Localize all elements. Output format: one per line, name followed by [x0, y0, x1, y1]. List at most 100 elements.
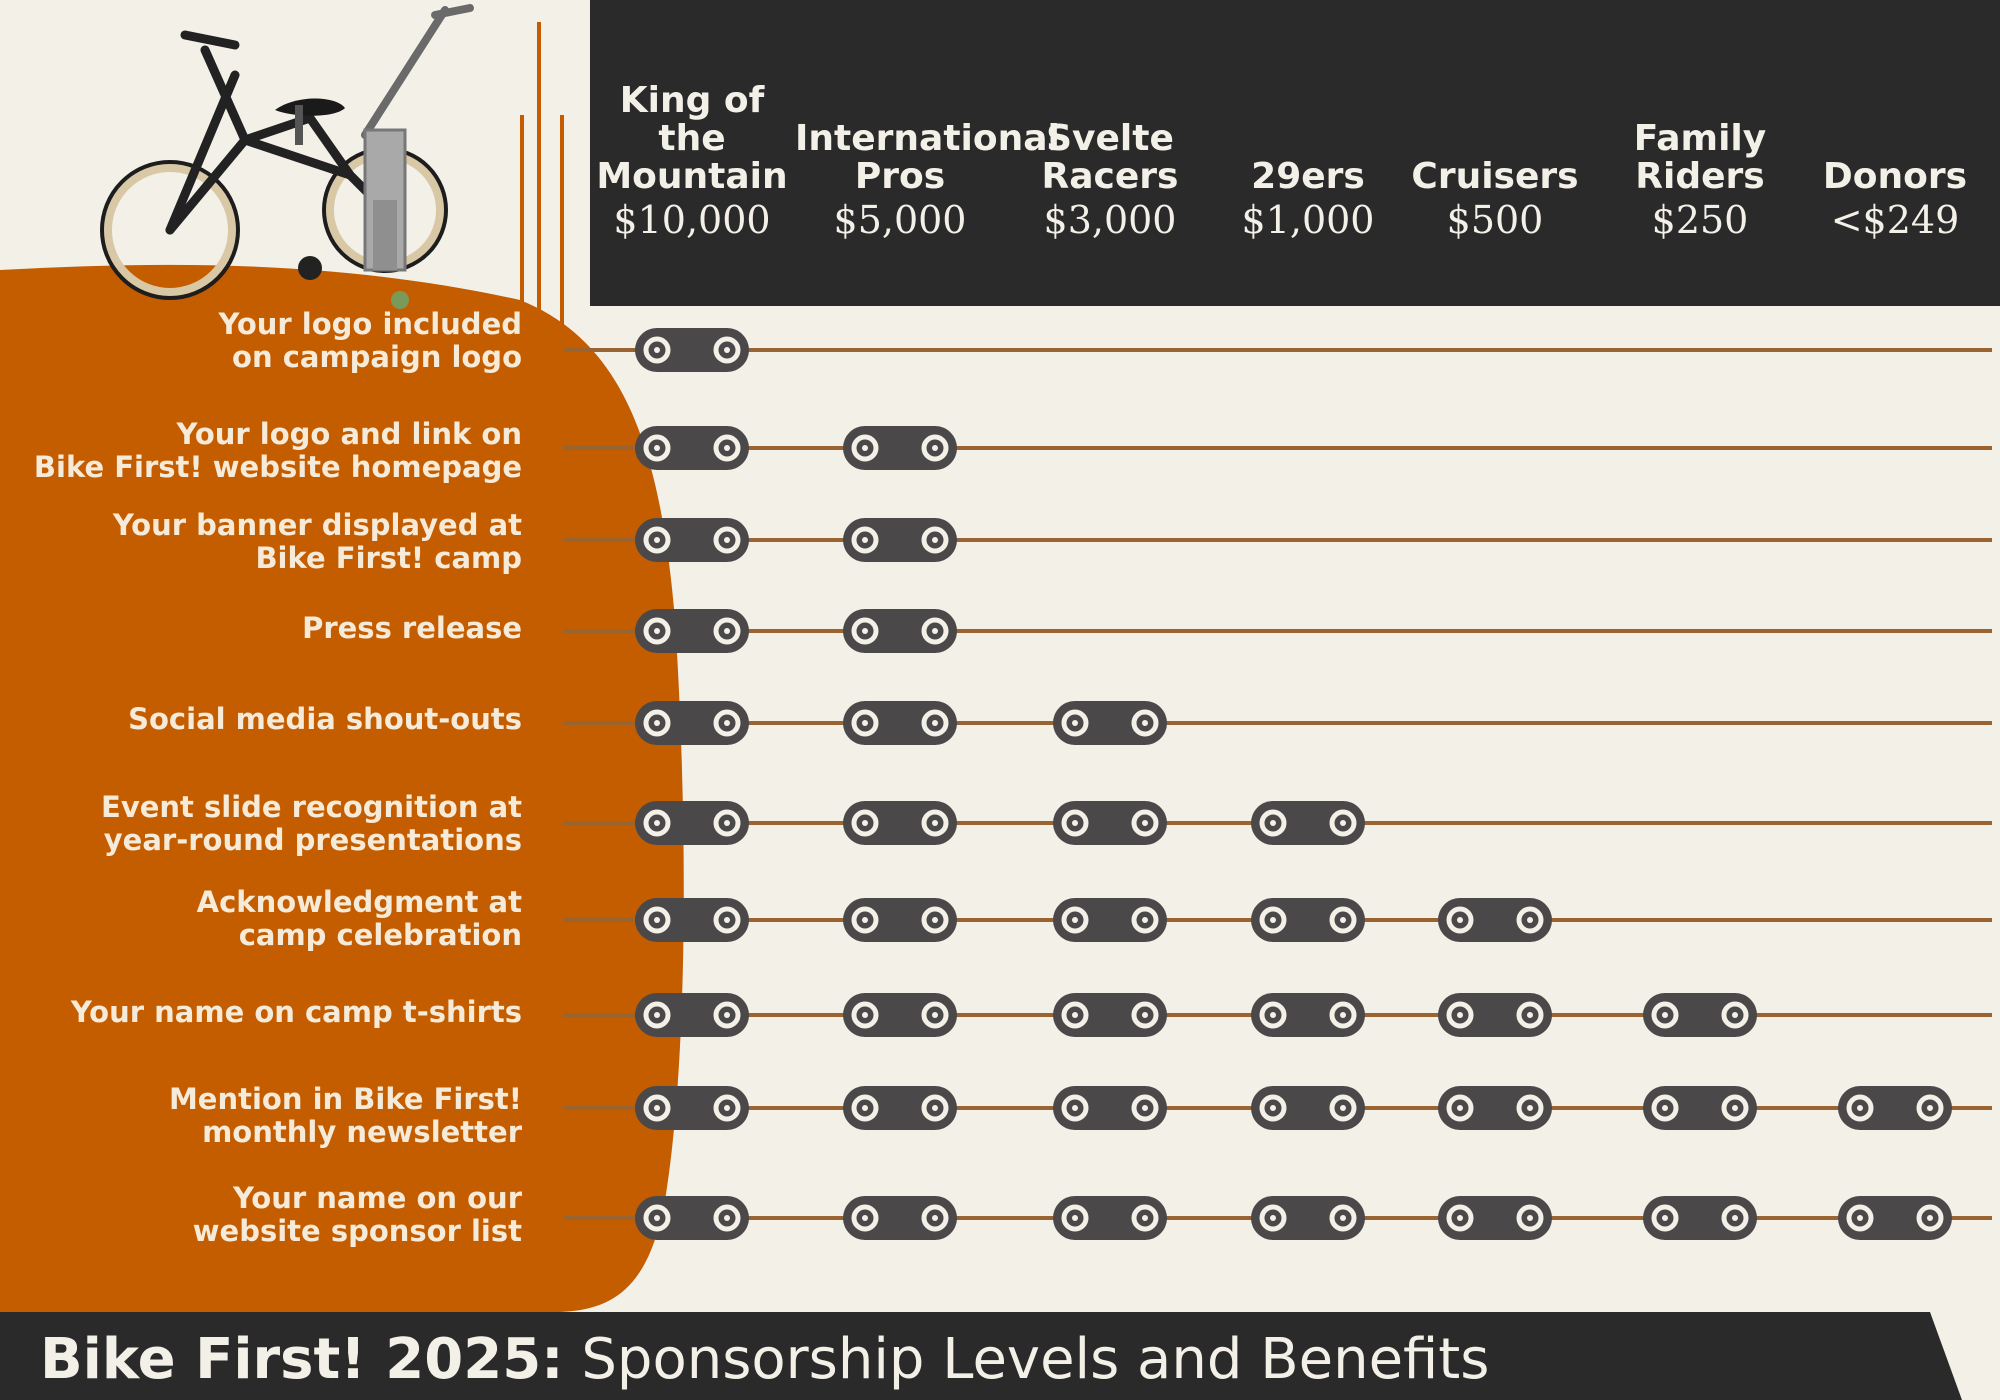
chain-link-icon	[1053, 1196, 1167, 1240]
chain-link-icon	[1053, 801, 1167, 845]
benefit-label-line: Bike First! camp	[255, 541, 522, 575]
chain-link-icon	[1251, 898, 1365, 942]
chain-link-icon	[1438, 1086, 1552, 1130]
benefit-label-line: Your name on camp t-shirts	[70, 995, 522, 1029]
tier-name-line: Svelte	[1046, 118, 1174, 159]
chain-link-icon	[843, 701, 957, 745]
chain-link-icon	[635, 701, 749, 745]
benefit-label: Your logo and link on Bike First! website…	[10, 418, 522, 484]
chain-link-icon	[1643, 993, 1757, 1037]
tier-name-line: Racers	[1041, 156, 1179, 197]
page-title-bold: Bike First! 2025:	[40, 1327, 564, 1392]
chain-link-icon	[1053, 898, 1167, 942]
benefit-label: Mention in Bike First! monthly newsletter	[10, 1083, 522, 1149]
tier-name-line: the	[658, 118, 726, 159]
chain-link-icon	[635, 801, 749, 845]
benefit-label: Social media shout-outs	[10, 703, 522, 736]
chain-link-icon	[1438, 1196, 1552, 1240]
chain-link-icon	[1053, 993, 1167, 1037]
benefit-label-line: monthly newsletter	[202, 1115, 522, 1149]
tier-name-line: King of	[619, 80, 765, 121]
tier-name: Cruisers	[1390, 158, 1600, 196]
chain-link-icon	[635, 1196, 749, 1240]
tier-name-line: Riders	[1635, 156, 1765, 197]
benefit-label: Your name on camp t-shirts	[10, 996, 522, 1029]
tier-name: 29ers	[1203, 158, 1413, 196]
chain-link-icon	[635, 993, 749, 1037]
tier-price: $1,000	[1241, 198, 1375, 242]
tier-column: Cruisers $500	[1390, 60, 1600, 300]
tier-name-line: Donors	[1822, 156, 1968, 197]
chain-link-icon	[635, 426, 749, 470]
chain-link-icon	[1251, 993, 1365, 1037]
tier-price: $250	[1651, 198, 1749, 242]
tier-name: Family Riders	[1595, 120, 1805, 196]
benefit-label-line: Bike First! website homepage	[33, 450, 522, 484]
benefit-label: Your name on our website sponsor list	[10, 1182, 522, 1248]
tier-name: Donors	[1790, 158, 2000, 196]
tier-header	[590, 0, 2000, 306]
chain-link-icon	[843, 801, 957, 845]
chain-link-icon	[843, 898, 957, 942]
benefit-label-line: year-round presentations	[103, 823, 522, 857]
chain-link-icon	[635, 609, 749, 653]
chain-link-icon	[1251, 801, 1365, 845]
benefit-label-line: Your logo included	[218, 307, 523, 341]
bicycle-icon	[100, 4, 474, 309]
chain-link-icon	[1438, 898, 1552, 942]
chain-link-icon	[635, 328, 749, 372]
tier-column: Svelte Racers $3,000	[1005, 60, 1215, 300]
chain-link-icon	[635, 1086, 749, 1130]
tier-name: Svelte Racers	[1005, 120, 1215, 196]
chain-link-icon	[843, 1196, 957, 1240]
decorative-rules	[520, 22, 564, 330]
tier-name-line: Cruisers	[1411, 156, 1579, 197]
chain-link-icon	[843, 426, 957, 470]
chain-link-icon	[1643, 1086, 1757, 1130]
tier-name-line: Family	[1633, 118, 1767, 159]
benefit-label: Acknowledgment at camp celebration	[10, 886, 522, 952]
tier-column: Family Riders $250	[1595, 60, 1805, 300]
chain-link-icon	[1838, 1086, 1952, 1130]
tier-column: 29ers $1,000	[1203, 60, 1413, 300]
tier-name: King of the Mountain	[587, 82, 797, 196]
chain-link-icon	[1438, 993, 1552, 1037]
tier-column: King of the Mountain $10,000	[587, 60, 797, 300]
chain-link-icon	[1053, 701, 1167, 745]
tier-price: $10,000	[613, 198, 771, 242]
chain-link-icon	[635, 898, 749, 942]
chain-link-icon	[1838, 1196, 1952, 1240]
benefit-label-line: Mention in Bike First!	[168, 1082, 522, 1116]
chain-link-icon	[843, 518, 957, 562]
page-title: Bike First! 2025: Sponsorship Levels and…	[40, 1328, 1489, 1392]
chain-link-icon	[843, 993, 957, 1037]
benefit-label-line: Press release	[302, 611, 522, 645]
chain-link-icon	[1251, 1196, 1365, 1240]
benefit-label-line: Your logo and link on	[176, 417, 523, 451]
tier-price: <$249	[1830, 198, 1960, 242]
chain-link-icon	[1251, 1086, 1365, 1130]
tier-price: $3,000	[1043, 198, 1177, 242]
chain-link-icon	[843, 609, 957, 653]
benefit-label-line: website sponsor list	[192, 1214, 522, 1248]
benefit-label-line: camp celebration	[238, 918, 522, 952]
benefit-label-line: on campaign logo	[232, 340, 522, 374]
tier-column: Donors <$249	[1790, 60, 2000, 300]
chain-link-icon	[1643, 1196, 1757, 1240]
chain-link-icon	[1053, 1086, 1167, 1130]
benefit-label: Press release	[10, 612, 522, 645]
tier-name-line: Mountain	[596, 156, 788, 197]
benefit-label-line: Acknowledgment at	[196, 885, 522, 919]
benefit-label-line: Social media shout-outs	[128, 702, 522, 736]
benefit-label: Your banner displayed at Bike First! camp	[10, 509, 522, 575]
benefit-label-line: Event slide recognition at	[101, 790, 522, 824]
page-title-rest: Sponsorship Levels and Benefits	[581, 1327, 1490, 1392]
benefit-label: Your logo included on campaign logo	[10, 307, 523, 374]
benefit-label-line: Your banner displayed at	[112, 508, 522, 542]
chain-link-icon	[635, 518, 749, 562]
footer-bar	[0, 1312, 1962, 1400]
tier-name-line: 29ers	[1251, 156, 1365, 197]
